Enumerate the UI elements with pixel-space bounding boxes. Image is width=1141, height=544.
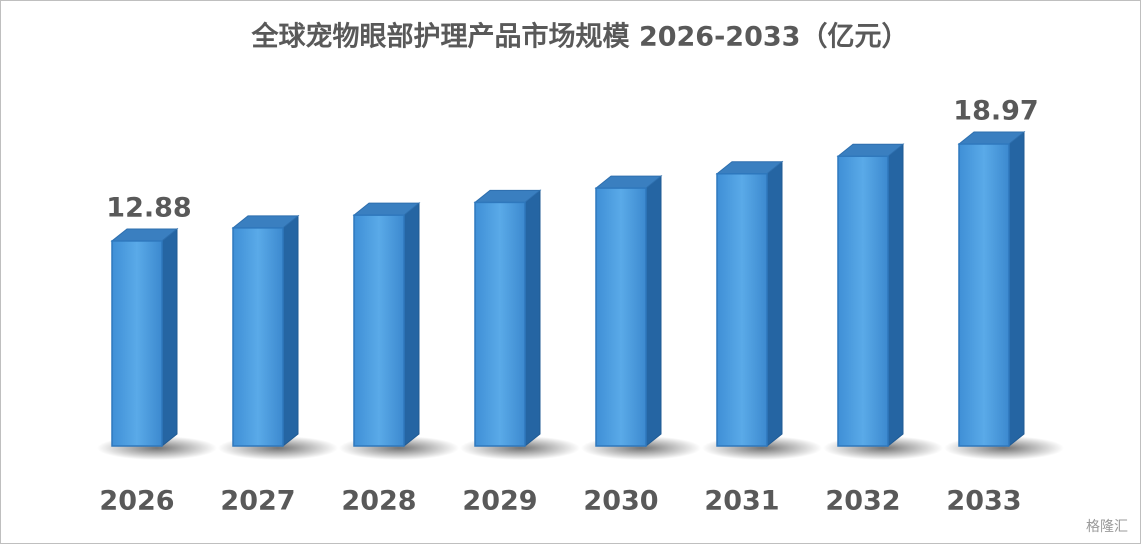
x-tick-label: 2028	[341, 486, 416, 517]
chart-title: 全球宠物眼部护理产品市场规模 2026-2033（亿元）	[251, 21, 909, 53]
x-tick-label: 2033	[946, 486, 1021, 517]
x-tick-label: 2032	[825, 486, 900, 517]
bar-side	[161, 227, 178, 448]
bar	[352, 202, 421, 448]
bar	[594, 175, 663, 448]
bar-side	[524, 189, 541, 448]
bar-side	[645, 175, 662, 448]
bar-front	[716, 173, 768, 447]
bar	[231, 214, 300, 448]
x-tick-label: 2030	[583, 486, 658, 517]
x-tick-label: 2031	[704, 486, 779, 517]
bar-front	[111, 240, 163, 447]
bar-side	[282, 214, 299, 448]
x-tick-label: 2029	[462, 486, 537, 517]
bar-front	[474, 201, 526, 447]
x-tick-label: 2026	[99, 486, 174, 517]
x-tick-label: 2027	[220, 486, 295, 517]
plot: 2026 12.88 2027 2028 2029 2030 2031 2032 2033 18.…	[97, 95, 1064, 517]
bar-side	[766, 160, 783, 448]
value-label: 12.88	[106, 192, 191, 223]
value-label: 18.97	[953, 95, 1038, 126]
bar-front	[837, 155, 889, 447]
bar	[957, 130, 1026, 448]
bar-side	[887, 143, 904, 448]
bar	[715, 160, 784, 448]
bar	[836, 143, 905, 448]
bar-front	[353, 214, 405, 447]
bar	[110, 227, 179, 448]
bar-side	[403, 202, 420, 448]
bar-side	[1008, 130, 1025, 448]
bar	[473, 189, 542, 448]
bar-front	[595, 187, 647, 447]
bar-front	[232, 227, 284, 447]
watermark: 格隆汇	[1086, 519, 1128, 535]
bar-front	[958, 143, 1010, 447]
